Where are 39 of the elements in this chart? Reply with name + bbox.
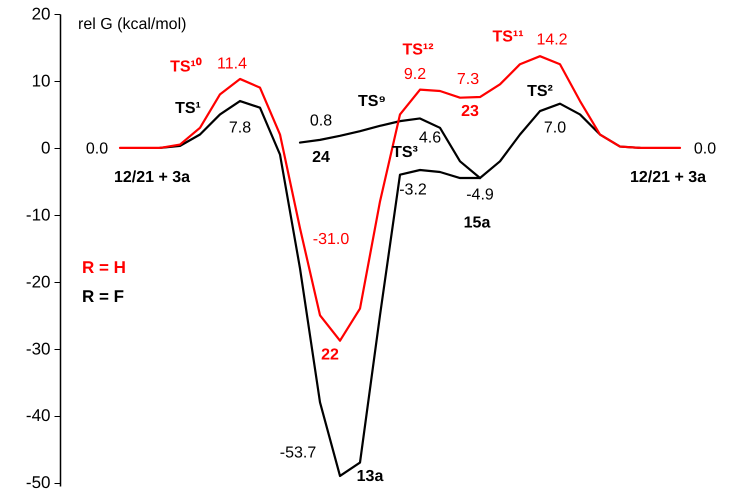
y-tick-label: 0 — [41, 138, 50, 158]
y-tick-label: -30 — [26, 339, 50, 358]
annotation: 15a — [464, 214, 490, 232]
annotation: TS² — [527, 83, 553, 100]
annotation: 7.0 — [544, 120, 566, 137]
annotation: -4.9 — [466, 186, 494, 204]
annotation: 7.3 — [456, 71, 480, 88]
y-tick-label: 20 — [32, 4, 50, 24]
annotation: 0.8 — [310, 112, 332, 130]
annotation: TS³ — [392, 144, 418, 162]
text: 0.0 — [86, 140, 108, 158]
annotation: TS⁹ — [358, 92, 386, 110]
annotation: 24 — [312, 149, 330, 166]
annotation: TS¹¹ — [492, 28, 524, 46]
text: R = F — [82, 287, 124, 306]
y-tick-label: -40 — [26, 406, 50, 426]
y-tick-label: -20 — [26, 272, 50, 292]
annotation: 9.2 — [404, 66, 426, 84]
annotation: 12/21 + 3a — [630, 168, 706, 186]
annotation: 12/21 + 3a — [114, 168, 190, 186]
y-axis-title: rel G (kcal/mol) — [78, 16, 186, 33]
annotation: 14.2 — [536, 32, 568, 49]
text: R = H — [82, 258, 126, 277]
annotation: 23 — [461, 102, 479, 120]
text: 0.0 — [694, 140, 716, 158]
annotation: 22 — [321, 346, 339, 364]
annotation: TS¹² — [402, 42, 434, 59]
y-tick-label: 10 — [32, 71, 50, 90]
annotation: -3.2 — [399, 182, 427, 199]
annotation: TS¹⁰ — [170, 57, 202, 76]
annotation: -31.0 — [312, 231, 350, 248]
annotation: 4.6 — [418, 129, 442, 146]
y-tick-label: -10 — [26, 205, 50, 224]
y-tick-label: -50 — [26, 473, 50, 492]
annotation: -53.7 — [280, 444, 316, 462]
annotation: 13a — [356, 468, 384, 486]
annotation: 11.4 — [217, 55, 248, 72]
annotation: 7.8 — [228, 120, 252, 137]
annotation: TS¹ — [175, 100, 201, 117]
